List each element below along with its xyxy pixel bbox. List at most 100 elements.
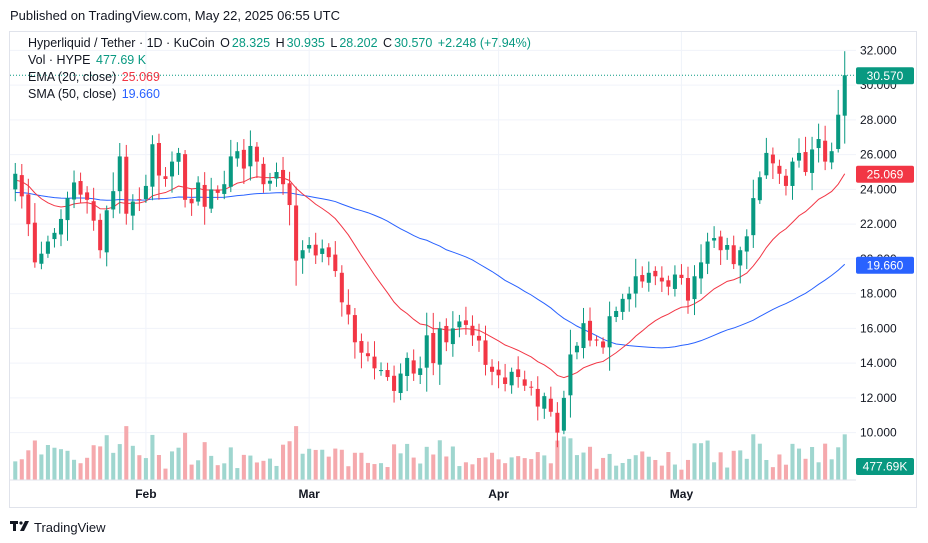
candle-body xyxy=(65,198,70,221)
candle-body xyxy=(790,161,795,186)
candle-body xyxy=(672,274,677,289)
volume-bar xyxy=(346,466,351,480)
volume-bar xyxy=(483,457,488,480)
volume-bar xyxy=(183,432,188,480)
legend-sma-value: 19.660 xyxy=(121,87,160,101)
candle-body xyxy=(326,247,331,258)
candle-body xyxy=(555,412,560,433)
sma-price-tag-bg xyxy=(856,256,914,274)
volume-bar xyxy=(222,463,227,480)
volume-bar xyxy=(45,445,50,480)
volume-bar xyxy=(32,440,37,480)
brand-footer[interactable]: TradingView xyxy=(10,520,106,535)
volume-bar xyxy=(796,448,802,480)
candle-body xyxy=(300,250,305,259)
volume-bar xyxy=(542,455,547,480)
tradingview-logo-icon xyxy=(10,520,30,535)
volume-bar xyxy=(574,455,579,480)
volume-bar xyxy=(215,465,220,480)
candle-body xyxy=(294,205,299,261)
candle-body xyxy=(614,311,619,317)
candle-body xyxy=(803,152,808,173)
last-price-tag: 30.570 xyxy=(867,69,904,83)
y-tick-label: 32.000 xyxy=(860,43,897,57)
sma-line xyxy=(15,191,846,349)
candle-body xyxy=(796,152,802,161)
legend-l-label: L xyxy=(330,36,338,50)
volume-bar xyxy=(783,464,788,480)
legend-vol-label: Vol · HYPE xyxy=(28,53,91,67)
ema-price-tag: 25.069 xyxy=(867,167,904,181)
candlestick-chart[interactable]: 10.00012.00014.00016.00018.00020.00022.0… xyxy=(10,32,916,507)
candle-body xyxy=(117,156,122,192)
candle-body xyxy=(666,280,671,287)
sma-price-tag: 19.660 xyxy=(867,258,904,272)
volume-bar xyxy=(52,447,57,480)
volume-bar xyxy=(764,459,769,480)
volume-bar xyxy=(470,464,475,480)
volume-bar xyxy=(58,449,64,480)
candle-body xyxy=(45,241,50,254)
x-tick-label: Apr xyxy=(488,487,509,501)
candle-body xyxy=(542,396,547,409)
candle-body xyxy=(496,369,501,376)
chart-frame[interactable]: 10.00012.00014.00016.00018.00020.00022.0… xyxy=(9,31,917,508)
candle-body xyxy=(137,199,142,201)
candle-body xyxy=(196,182,201,202)
candle-body xyxy=(385,370,390,378)
candle-body xyxy=(633,276,638,294)
candle-body xyxy=(712,238,717,241)
volume-bar xyxy=(509,457,514,480)
candle-body xyxy=(150,144,155,187)
candle-body xyxy=(607,316,612,348)
candle-body xyxy=(281,169,286,185)
volume-bar xyxy=(666,452,671,480)
candle-body xyxy=(594,339,599,341)
volume-bar xyxy=(372,464,377,480)
candle-body xyxy=(189,198,194,204)
volume-bar xyxy=(72,459,77,480)
candle-body xyxy=(339,272,344,303)
candle-body xyxy=(627,293,632,300)
candle-body xyxy=(274,172,279,179)
candle-body xyxy=(731,245,736,265)
volume-bar xyxy=(313,449,318,480)
y-tick-label: 18.000 xyxy=(860,287,897,301)
volume-bar xyxy=(685,459,691,480)
volume-bar xyxy=(705,440,710,480)
volume-bar xyxy=(65,450,70,480)
candle-body xyxy=(470,325,475,336)
volume-bar xyxy=(738,450,743,480)
volume-bar xyxy=(143,458,148,480)
volume-tag: 477.69K xyxy=(863,460,908,474)
grid xyxy=(10,32,856,480)
volume-bar xyxy=(594,468,599,480)
candle-body xyxy=(705,241,710,264)
candle-body xyxy=(359,341,364,353)
volume-bar xyxy=(307,448,312,480)
volume-bar xyxy=(437,440,442,480)
candle-body xyxy=(411,360,416,374)
legend-h-label: H xyxy=(275,36,285,50)
volume-bar xyxy=(137,455,142,480)
volume-bar xyxy=(633,455,638,480)
candle-body xyxy=(183,154,188,200)
volume-bar xyxy=(261,460,266,480)
candle-body xyxy=(509,371,514,386)
candle-body xyxy=(124,156,129,214)
volume-bar xyxy=(196,460,201,480)
candle-body xyxy=(490,366,495,372)
candle-body xyxy=(836,114,841,149)
volume-bar xyxy=(640,451,645,480)
volume-bars xyxy=(13,426,847,480)
candle-body xyxy=(457,321,462,328)
candle-body xyxy=(810,149,815,173)
volume-bar xyxy=(405,443,410,480)
legend-ema-label: EMA (20, close) xyxy=(28,70,117,84)
volume-bar xyxy=(189,464,194,480)
legend-low: 28.202 xyxy=(339,36,378,50)
volume-bar xyxy=(744,458,749,480)
volume-bar xyxy=(587,446,593,480)
candle-body xyxy=(842,75,847,116)
candle-body xyxy=(261,163,266,185)
